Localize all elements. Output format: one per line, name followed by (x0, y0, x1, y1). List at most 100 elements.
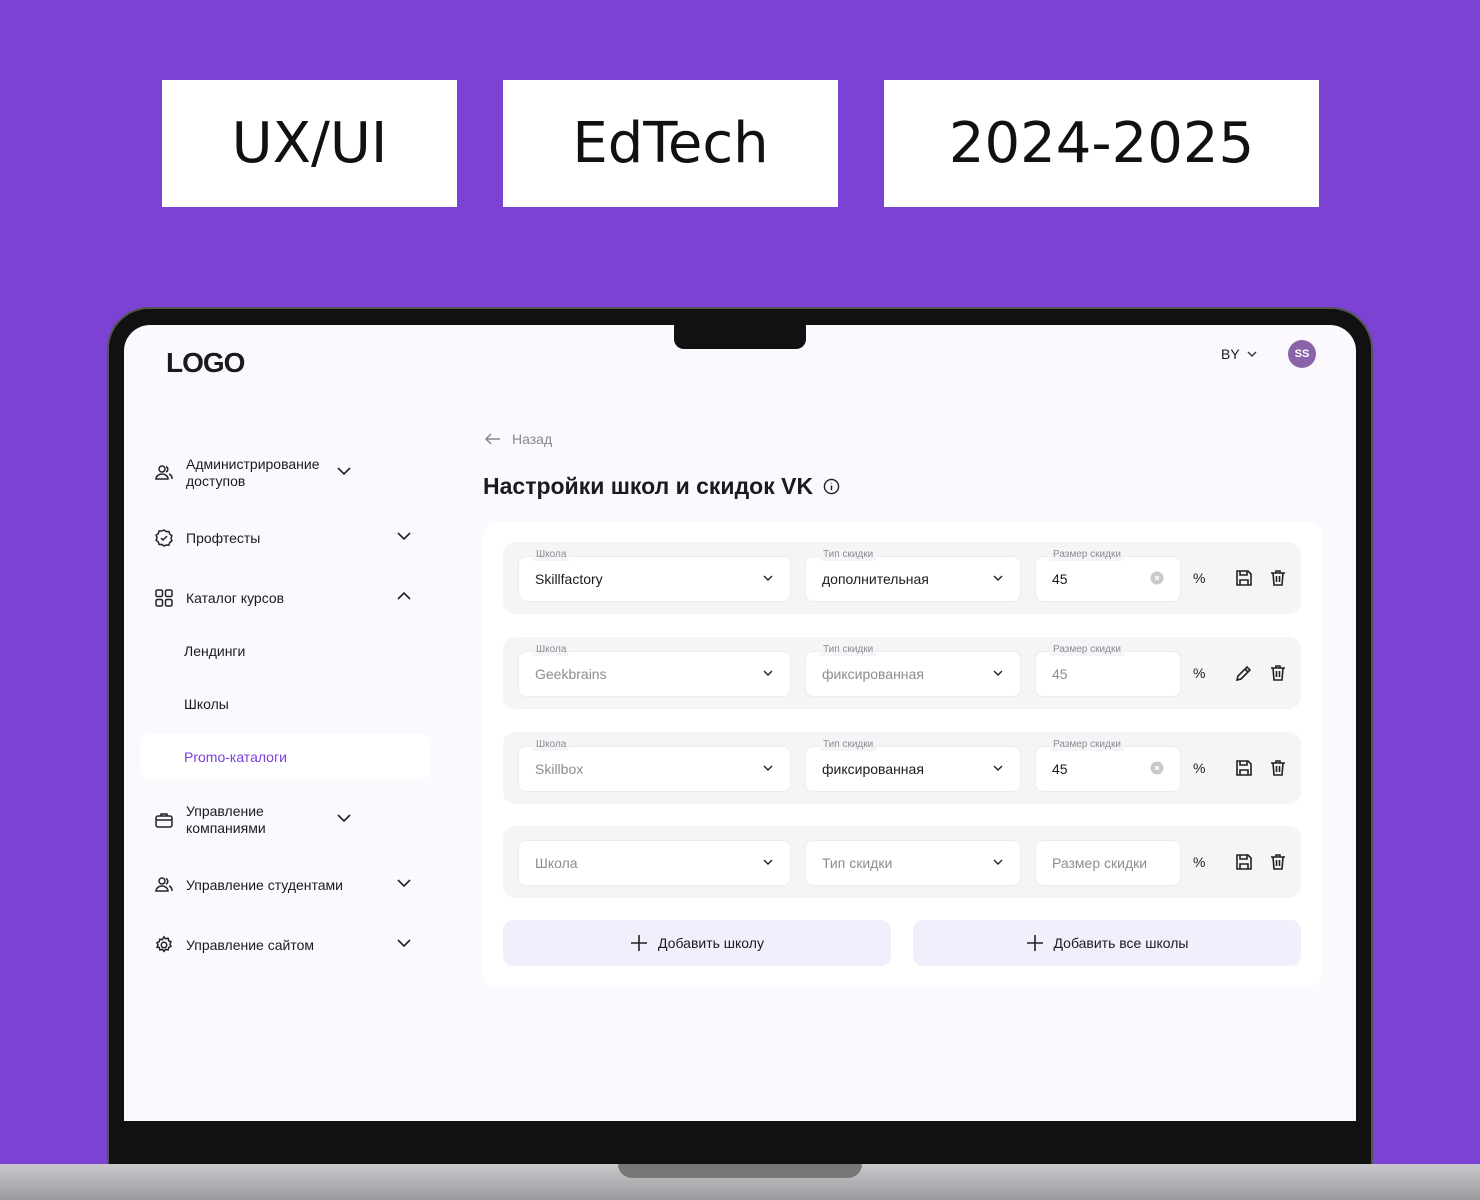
trash-icon[interactable] (1268, 758, 1288, 778)
save-icon[interactable] (1234, 568, 1254, 588)
chevron-down-icon[interactable] (396, 528, 416, 548)
clear-icon[interactable] (1150, 571, 1164, 588)
field-value: Geekbrains (535, 666, 607, 682)
language-label: BY (1221, 346, 1240, 362)
discount-type-select[interactable]: Тип скидки фиксированная (805, 739, 1021, 792)
school-discount-row: Школа Skillfactory Тип скидки дополнительн… (503, 542, 1301, 614)
trash-icon[interactable] (1268, 852, 1288, 872)
chevron-down-icon (992, 855, 1004, 871)
school-discount-row: Школа Geekbrains Тип скидки фиксированная … (503, 637, 1301, 709)
trash-icon[interactable] (1268, 663, 1288, 683)
field-value: фиксированная (822, 761, 924, 777)
pencil-icon[interactable] (1234, 663, 1254, 683)
sidebar-item[interactable]: Профтесты (140, 518, 430, 558)
trash-icon[interactable] (1268, 568, 1288, 588)
avatar[interactable]: SS (1288, 340, 1316, 368)
chevron-down-icon (992, 761, 1004, 777)
placeholder: Тип скидки (822, 855, 893, 871)
sidebar-item-label: Управление компаниями (186, 803, 266, 836)
tag-years: 2024-2025 (884, 80, 1319, 207)
page-title-text: Настройки школ и скидок VK (483, 473, 814, 499)
users-icon (152, 463, 176, 483)
discount-size-input[interactable]: Размер скидки 45 (1035, 549, 1181, 602)
sidebar-item[interactable]: Управление компаниями (140, 800, 430, 840)
school-select[interactable]: Школа (518, 840, 791, 886)
chevron-down-icon[interactable] (396, 935, 416, 955)
add-school-button[interactable]: Добавить школу (503, 920, 891, 966)
chevron-down-icon (762, 571, 774, 587)
sidebar-item[interactable]: Управление студентами (140, 865, 430, 905)
discount-type-select[interactable]: Тип скидки фиксированная (805, 644, 1021, 697)
sidebar-item-label: Администрирование доступов (186, 456, 320, 489)
field-label: Тип скидки (820, 549, 877, 561)
chevron-down-icon[interactable] (396, 875, 416, 895)
tag-edtech: EdTech (503, 80, 838, 207)
tag-uxui: UX/UI (162, 80, 457, 207)
school-discount-row: Школа Тип скидки Размер скидки % (503, 826, 1301, 898)
clear-icon[interactable] (1150, 761, 1164, 778)
school-discount-row: Школа Skillbox Тип скидки фиксированная Ра… (503, 732, 1301, 804)
percent-label: % (1193, 570, 1206, 586)
grid-icon (152, 588, 176, 608)
sidebar-item[interactable]: Каталог курсов (140, 578, 430, 618)
info-icon[interactable] (823, 478, 840, 495)
save-icon[interactable] (1234, 852, 1254, 872)
sidebar-item[interactable]: Администрирование доступов (140, 453, 430, 493)
percent-label: % (1193, 665, 1206, 681)
gear-icon (152, 935, 176, 955)
users-icon (152, 875, 176, 895)
sidebar-item[interactable]: Управление сайтом (140, 925, 430, 965)
schools-card: Школа Skillfactory Тип скидки дополнительн… (483, 522, 1322, 987)
chevron-down-icon (762, 761, 774, 777)
briefcase-icon (152, 810, 176, 830)
school-select[interactable]: Школа Geekbrains (518, 644, 791, 697)
chevron-up-icon[interactable] (396, 588, 416, 608)
field-label: Школа (533, 549, 570, 561)
placeholder: Школа (535, 855, 578, 871)
field-label: Тип скидки (820, 739, 877, 751)
discount-size-input[interactable]: Размер скидки (1035, 840, 1181, 886)
field-value: 45 (1052, 761, 1068, 777)
chevron-down-icon[interactable] (336, 810, 356, 830)
language-select[interactable]: BY (1221, 346, 1258, 362)
save-icon[interactable] (1234, 758, 1254, 778)
field-value: 45 (1052, 666, 1068, 682)
discount-type-select[interactable]: Тип скидки дополнительная (805, 549, 1021, 602)
percent-label: % (1193, 854, 1206, 870)
field-label: Тип скидки (820, 644, 877, 656)
field-label: Школа (533, 739, 570, 751)
chevron-down-icon (1247, 351, 1257, 357)
field-value: фиксированная (822, 666, 924, 682)
field-value: 45 (1052, 571, 1068, 587)
app-screen: LOGO BY SS Администрирование доступов Про… (124, 325, 1356, 1121)
discount-size-input[interactable]: Размер скидки 45 (1035, 739, 1181, 792)
chevron-down-icon (762, 855, 774, 871)
sidebar-item-label: Управление сайтом (186, 936, 314, 953)
field-label: Размер скидки (1050, 644, 1124, 656)
back-link[interactable]: Назад (484, 431, 552, 447)
discount-size-input[interactable]: Размер скидки 45 (1035, 644, 1181, 697)
arrow-left-icon (484, 433, 500, 445)
field-value: дополнительная (822, 571, 929, 587)
field-label: Размер скидки (1050, 739, 1124, 751)
plus-icon (631, 935, 648, 951)
add-all-schools-button[interactable]: Добавить все школы (913, 920, 1301, 966)
field-value: Skillfactory (535, 571, 603, 587)
sidebar-subitem[interactable]: Promo-каталоги (140, 734, 430, 780)
badge-check-icon (152, 528, 176, 548)
sidebar-subitem[interactable]: Школы (184, 696, 229, 712)
school-select[interactable]: Школа Skillbox (518, 739, 791, 792)
sidebar-item-label: Каталог курсов (186, 589, 285, 606)
camera-notch (674, 325, 806, 349)
chevron-down-icon (762, 666, 774, 682)
chevron-down-icon (992, 666, 1004, 682)
discount-type-select[interactable]: Тип скидки (805, 840, 1021, 886)
plus-icon (1026, 935, 1043, 951)
field-label: Размер скидки (1050, 549, 1124, 561)
add-all-schools-label: Добавить все школы (1053, 935, 1189, 951)
chevron-down-icon[interactable] (336, 463, 356, 483)
sidebar-subitem[interactable]: Лендинги (184, 643, 246, 659)
add-school-label: Добавить школу (658, 935, 764, 951)
chevron-down-icon (992, 571, 1004, 587)
school-select[interactable]: Школа Skillfactory (518, 549, 791, 602)
